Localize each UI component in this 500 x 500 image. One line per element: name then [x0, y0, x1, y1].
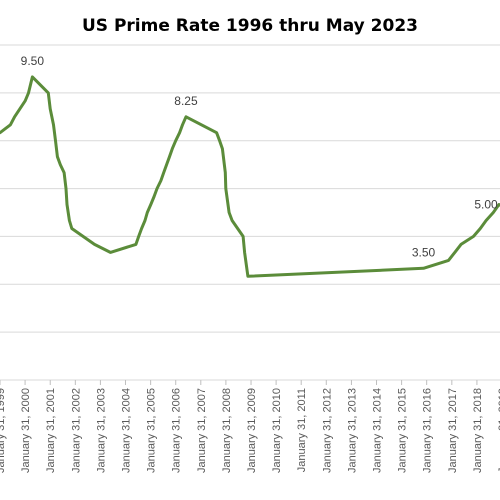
x-tick-label: January 31, 2011: [296, 388, 308, 472]
x-tick-label: January 31, 2008: [221, 388, 233, 473]
x-tick-label: January 31, 2013: [346, 388, 358, 473]
x-tick-label: January 31, 2001: [45, 388, 57, 473]
data-label: 9.50: [21, 54, 45, 68]
x-tick-label: January 31, 2015: [397, 388, 409, 473]
prime-rate-line: [0, 75, 500, 278]
x-tick-label: January 31, 2016: [422, 388, 434, 473]
x-tick-label: January 31, 2002: [70, 388, 82, 473]
x-tick-label: January 31, 2010: [271, 388, 283, 473]
x-tick-label: January 31, 2012: [321, 388, 333, 473]
data-label: 5.00: [474, 197, 498, 211]
x-tick-label: January 31, 2017: [447, 388, 459, 473]
x-tick-label: January 31, 2000: [20, 388, 32, 473]
x-tick-label: January 31, 1999: [0, 388, 7, 473]
x-tick-label: January 31, 2004: [120, 388, 132, 473]
data-label: 3.50: [412, 245, 436, 259]
x-tick-label: January 31, 2019: [497, 388, 500, 473]
data-label: 8.25: [174, 94, 198, 108]
x-tick-label: January 31, 2003: [95, 388, 107, 473]
chart-title: US Prime Rate 1996 thru May 2023: [82, 16, 418, 36]
x-tick-label: January 31, 2009: [246, 388, 258, 473]
x-tick-label: January 31, 2005: [146, 388, 158, 473]
x-tick-label: January 31, 2007: [196, 388, 208, 473]
x-tick-label: January 31, 2006: [171, 388, 183, 473]
x-tick-label: January 31, 2018: [472, 388, 484, 473]
x-tick-label: January 31, 2014: [372, 388, 384, 473]
